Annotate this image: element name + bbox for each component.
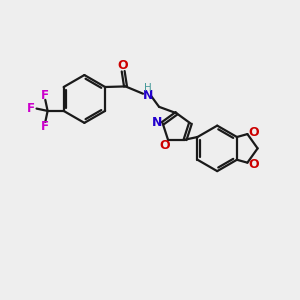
Text: N: N — [152, 116, 162, 129]
Text: O: O — [248, 126, 259, 139]
Text: F: F — [27, 102, 35, 115]
Text: O: O — [160, 139, 170, 152]
Text: N: N — [143, 89, 153, 102]
Text: H: H — [144, 83, 152, 94]
Text: F: F — [41, 89, 49, 102]
Text: O: O — [118, 59, 128, 72]
Text: F: F — [41, 120, 49, 133]
Text: O: O — [248, 158, 259, 171]
